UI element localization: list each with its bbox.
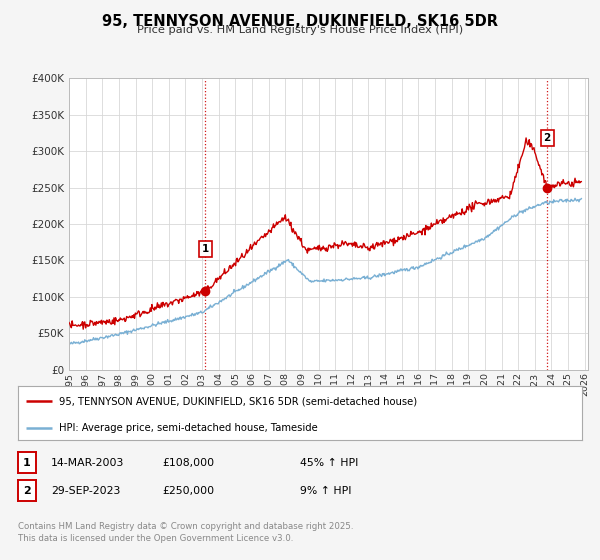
Text: 1: 1 [202,244,209,254]
Text: 45% ↑ HPI: 45% ↑ HPI [300,458,358,468]
Text: Contains HM Land Registry data © Crown copyright and database right 2025.
This d: Contains HM Land Registry data © Crown c… [18,522,353,543]
Text: £108,000: £108,000 [162,458,214,468]
Text: 95, TENNYSON AVENUE, DUKINFIELD, SK16 5DR (semi-detached house): 95, TENNYSON AVENUE, DUKINFIELD, SK16 5D… [59,396,417,407]
Text: Price paid vs. HM Land Registry's House Price Index (HPI): Price paid vs. HM Land Registry's House … [137,25,463,35]
Text: 2: 2 [23,486,31,496]
Text: 2: 2 [544,133,551,143]
Text: 14-MAR-2003: 14-MAR-2003 [51,458,124,468]
Text: £250,000: £250,000 [162,486,214,496]
Text: 9% ↑ HPI: 9% ↑ HPI [300,486,352,496]
Text: HPI: Average price, semi-detached house, Tameside: HPI: Average price, semi-detached house,… [59,423,317,433]
Text: 1: 1 [23,458,31,468]
Text: 95, TENNYSON AVENUE, DUKINFIELD, SK16 5DR: 95, TENNYSON AVENUE, DUKINFIELD, SK16 5D… [102,14,498,29]
Text: 29-SEP-2023: 29-SEP-2023 [51,486,121,496]
